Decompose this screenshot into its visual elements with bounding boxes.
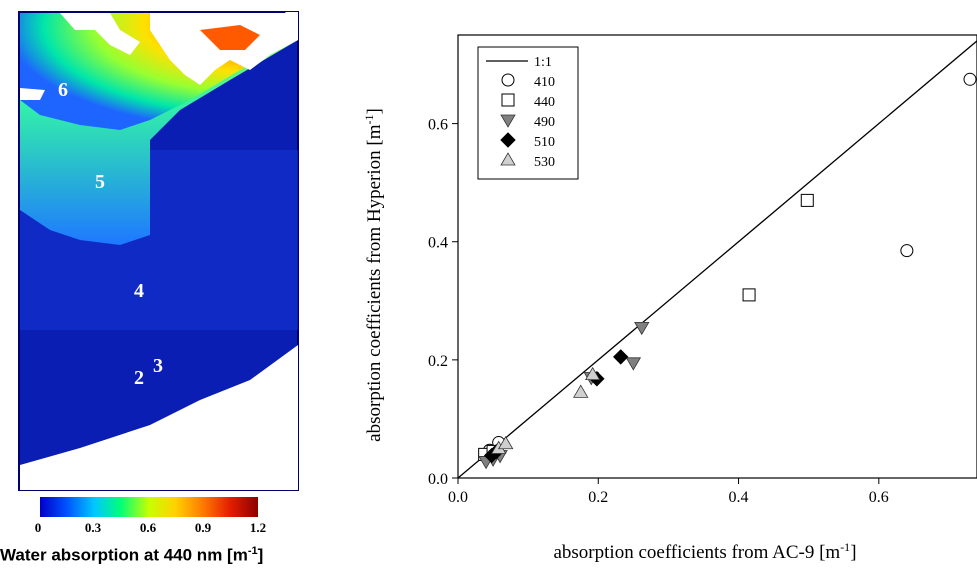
point-410 xyxy=(900,244,914,258)
x-tick-label: 0.2 xyxy=(588,489,608,506)
map-caption-sup: -1 xyxy=(247,545,258,557)
plot-area xyxy=(457,34,977,479)
legend-label: 510 xyxy=(534,135,555,150)
colorbar-tick: 0.9 xyxy=(195,520,212,535)
water-absorption-map-panel: 6 5 4 2 3 0 0.3 0.6 0.9 1.2 Water absorp… xyxy=(0,0,320,576)
point-440 xyxy=(800,193,814,207)
one-to-one-line xyxy=(457,40,977,479)
colorbar xyxy=(40,497,258,517)
point-440 xyxy=(742,288,756,302)
map-caption-close: ] xyxy=(257,545,264,565)
legend-label: 410 xyxy=(534,75,555,90)
y-axis-label: absorption coefficients from Hyperion [m… xyxy=(362,108,385,442)
point-410 xyxy=(963,72,977,86)
scatter-panel: 0.0 0.2 0.4 0.6 0.0 0.2 0.4 0.6 1:1 410 440 490 510… xyxy=(330,0,977,576)
legend-symbol-410 xyxy=(501,73,515,87)
x-tick-label: 0.0 xyxy=(448,489,468,506)
y-tick-label: 0.2 xyxy=(428,353,448,370)
legend: 1:1 410 440 490 510 530 xyxy=(477,46,579,180)
colorbar-tick: 0 xyxy=(35,520,42,535)
x-tick-label: 0.6 xyxy=(869,489,889,506)
y-tick-label: 0.0 xyxy=(428,471,448,488)
absorption-map: 6 5 4 2 3 0 0.3 0.6 0.9 1.2 xyxy=(18,11,299,535)
legend-symbol-490 xyxy=(500,114,516,128)
station-label-4: 4 xyxy=(134,280,144,302)
legend-box xyxy=(477,46,579,180)
point-490 xyxy=(634,321,650,336)
map-caption-text: Water absorption at 440 nm [m xyxy=(0,545,248,565)
station-label-5: 5 xyxy=(95,171,105,193)
station-label-6: 6 xyxy=(58,79,68,101)
legend-symbol-530 xyxy=(500,152,516,166)
point-510 xyxy=(613,349,629,365)
point-530 xyxy=(497,435,514,450)
point-530 xyxy=(584,366,601,381)
legend-label: 1:1 xyxy=(534,55,552,70)
data-marks xyxy=(478,72,977,470)
y-tick-label: 0.6 xyxy=(428,117,448,134)
colorbar-tick: 0.3 xyxy=(85,520,102,535)
axis-ticks: 0.0 0.2 0.4 0.6 0.0 0.2 0.4 0.6 xyxy=(428,117,889,506)
colorbar-tick: 1.2 xyxy=(250,520,266,535)
station-label-3: 3 xyxy=(153,355,163,377)
x-axis-label: absorption coefficients from AC-9 [m-1] xyxy=(553,540,856,563)
legend-label: 490 xyxy=(534,115,555,130)
point-530 xyxy=(573,384,589,398)
map-caption: Water absorption at 440 nm [m-1] xyxy=(0,545,330,566)
plot-frame xyxy=(457,34,977,479)
legend-symbol-510 xyxy=(500,132,516,148)
station-label-2: 2 xyxy=(134,367,144,389)
x-tick-label: 0.4 xyxy=(729,489,749,506)
scatter-plot: 0.0 0.2 0.4 0.6 0.0 0.2 0.4 0.6 1:1 410 440 490 510… xyxy=(362,34,977,563)
point-490 xyxy=(625,357,642,371)
legend-label: 440 xyxy=(534,95,555,110)
colorbar-tick: 0.6 xyxy=(140,520,157,535)
legend-symbol-440 xyxy=(501,93,515,107)
legend-label: 530 xyxy=(534,155,555,170)
y-tick-label: 0.4 xyxy=(428,235,448,252)
